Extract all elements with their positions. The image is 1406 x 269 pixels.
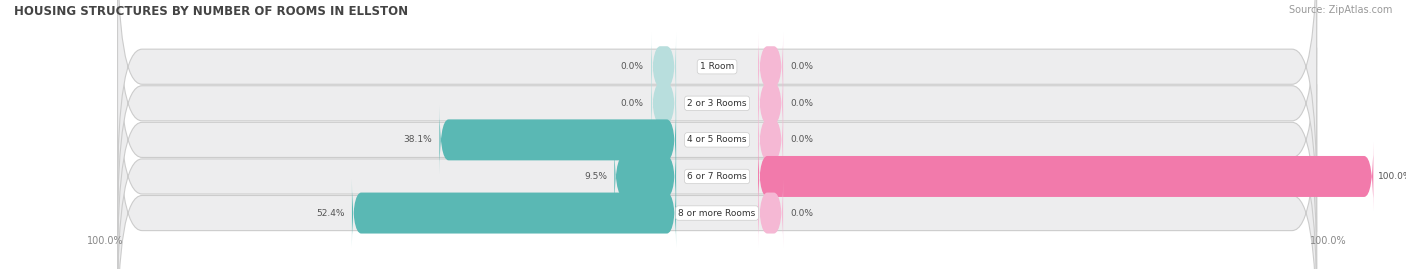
FancyBboxPatch shape — [758, 142, 1374, 211]
FancyBboxPatch shape — [614, 142, 676, 211]
FancyBboxPatch shape — [758, 105, 783, 174]
FancyBboxPatch shape — [758, 32, 783, 101]
Text: 0.0%: 0.0% — [790, 99, 814, 108]
Text: 52.4%: 52.4% — [316, 208, 344, 218]
Text: 0.0%: 0.0% — [790, 208, 814, 218]
Text: 6 or 7 Rooms: 6 or 7 Rooms — [688, 172, 747, 181]
Text: 38.1%: 38.1% — [404, 135, 432, 144]
FancyBboxPatch shape — [118, 48, 1316, 269]
FancyBboxPatch shape — [118, 0, 1316, 232]
FancyBboxPatch shape — [118, 0, 1316, 196]
Text: 0.0%: 0.0% — [790, 135, 814, 144]
FancyBboxPatch shape — [651, 32, 676, 101]
FancyBboxPatch shape — [758, 179, 783, 247]
Text: 100.0%: 100.0% — [1378, 172, 1406, 181]
Text: 0.0%: 0.0% — [620, 62, 644, 71]
Text: Source: ZipAtlas.com: Source: ZipAtlas.com — [1288, 5, 1392, 15]
Text: 9.5%: 9.5% — [583, 172, 607, 181]
FancyBboxPatch shape — [758, 69, 783, 138]
FancyBboxPatch shape — [440, 105, 676, 174]
FancyBboxPatch shape — [651, 69, 676, 138]
Text: 2 or 3 Rooms: 2 or 3 Rooms — [688, 99, 747, 108]
Text: HOUSING STRUCTURES BY NUMBER OF ROOMS IN ELLSTON: HOUSING STRUCTURES BY NUMBER OF ROOMS IN… — [14, 5, 408, 18]
Text: 4 or 5 Rooms: 4 or 5 Rooms — [688, 135, 747, 144]
Text: 8 or more Rooms: 8 or more Rooms — [679, 208, 755, 218]
Text: 0.0%: 0.0% — [620, 99, 644, 108]
FancyBboxPatch shape — [118, 11, 1316, 269]
Text: 0.0%: 0.0% — [790, 62, 814, 71]
FancyBboxPatch shape — [118, 84, 1316, 269]
Text: 1 Room: 1 Room — [700, 62, 734, 71]
FancyBboxPatch shape — [352, 179, 676, 247]
